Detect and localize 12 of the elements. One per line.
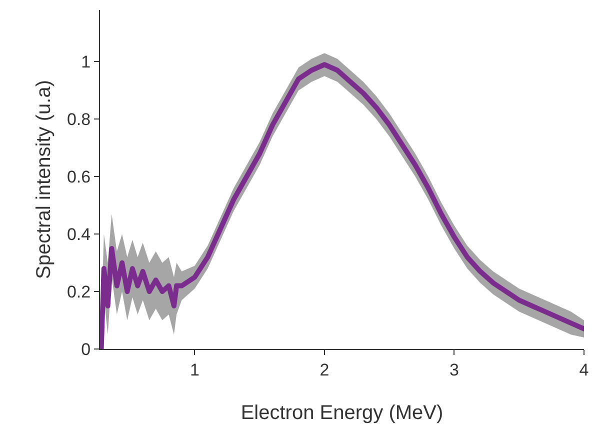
y-tick-label: 1	[81, 52, 91, 72]
y-tick-label: 0.8	[66, 110, 91, 130]
y-axis-title: Spectral intensity (u.a)	[33, 80, 55, 279]
x-tick-label: 3	[450, 360, 459, 380]
x-axis-title: Electron Energy (MeV)	[240, 402, 444, 424]
y-tick-label: 0	[81, 340, 91, 359]
y-tick-label: 0.4	[66, 225, 91, 244]
y-tick-label: 0.6	[66, 168, 91, 187]
x-tick-label: 1	[190, 360, 200, 380]
y-tick-label: 0.2	[66, 282, 91, 302]
x-tick-label: 4	[579, 360, 589, 380]
x-tick-label: 2	[320, 360, 330, 380]
